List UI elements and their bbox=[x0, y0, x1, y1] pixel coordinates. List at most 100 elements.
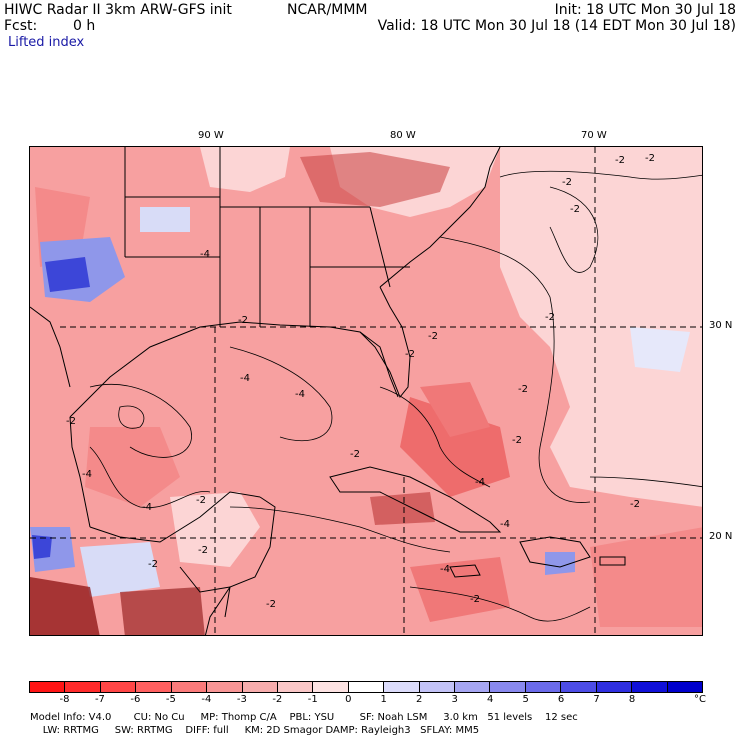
puerto-rico-outline bbox=[599, 556, 626, 566]
colorbar-tick-label: 4 bbox=[486, 694, 494, 705]
field-name: Lifted index bbox=[8, 35, 85, 50]
contour-label-4: -2 bbox=[570, 204, 580, 215]
contour-labels: -2 -2 -2 -2 -2 -2 -2 -2 -2 -2 -2 -2 -2 -… bbox=[66, 153, 655, 610]
lat-label-20n: 20 N bbox=[709, 531, 733, 542]
lon-label-90w: 90 W bbox=[198, 130, 224, 141]
contour-label-15: -2 bbox=[350, 449, 360, 460]
colorbar-tick-label: 2 bbox=[416, 694, 423, 705]
cuba-outline bbox=[329, 466, 502, 533]
colorbar-swatch-16 bbox=[596, 682, 633, 692]
contour-line-2 bbox=[439, 236, 591, 503]
colorbar-tick-label: 6 bbox=[557, 694, 565, 705]
jamaica-outline bbox=[449, 564, 481, 578]
contour-label-3: -2 bbox=[562, 177, 572, 188]
colorbar-swatch-6 bbox=[242, 682, 278, 692]
mexico-gulf-coast bbox=[89, 491, 261, 543]
lon-label-70w: 70 W bbox=[581, 130, 607, 141]
contour-label-21: -4 bbox=[295, 389, 305, 400]
contour-line-1 bbox=[499, 170, 702, 180]
contour-label-16: -2 bbox=[470, 594, 480, 605]
hispaniola-outline bbox=[519, 536, 591, 568]
contour-label-10: -2 bbox=[66, 416, 76, 427]
colorbar-swatch-14 bbox=[525, 682, 562, 692]
us-east-coast bbox=[379, 147, 501, 288]
contour-line-10 bbox=[409, 586, 591, 622]
colorbar-swatch-9 bbox=[348, 682, 385, 692]
colorbar-tick-label: 3 bbox=[451, 694, 458, 705]
contour-label-20: -4 bbox=[142, 502, 152, 513]
colorbar-tick-label: -4 bbox=[201, 694, 212, 705]
colorbar-ticks: -8 -7 -6 -5 -4 -3 -2 -1 0 1 2 3 4 5 6 7 8 bbox=[29, 694, 703, 708]
contour-label-17: -2 bbox=[148, 559, 158, 570]
colorbar-tick-label: -5 bbox=[165, 694, 176, 705]
contour-label-1: -2 bbox=[615, 155, 625, 166]
contour-label-23: -4 bbox=[440, 564, 450, 575]
contours bbox=[89, 170, 702, 622]
field-blue-midwest bbox=[140, 207, 190, 232]
field-deep-caribbean-south bbox=[410, 557, 510, 622]
us-mexico-border bbox=[30, 306, 71, 388]
contour-label-25: -4 bbox=[82, 469, 92, 480]
contour-line-9 bbox=[229, 506, 451, 553]
contour-label-26: -4 bbox=[200, 249, 210, 260]
colorbar-swatch-10 bbox=[384, 682, 420, 692]
map-title: HIWC Radar II 3km ARW-GFS init bbox=[4, 2, 232, 18]
colorbar-swatch-0 bbox=[30, 682, 66, 692]
yucatan-coast bbox=[204, 496, 276, 635]
lat-label-30n: 30 N bbox=[709, 320, 733, 331]
colorbar-tick-label: 8 bbox=[628, 694, 636, 705]
colorbar-tick-label: 1 bbox=[380, 694, 387, 705]
florida-peninsula bbox=[359, 286, 411, 398]
organization-label: NCAR/MMM bbox=[287, 2, 368, 18]
contour-line-7 bbox=[229, 346, 333, 441]
lifted-index-map: -2 -2 -2 -2 -2 -2 -2 -2 -2 -2 -2 -2 -2 -… bbox=[29, 146, 703, 636]
contour-label-8: -2 bbox=[428, 331, 438, 342]
colorbar-swatch-5 bbox=[207, 682, 243, 692]
field-blue-hispaniola bbox=[545, 552, 575, 575]
colorbar-tick-label: -2 bbox=[272, 694, 283, 705]
contour-label-9: -2 bbox=[405, 349, 415, 360]
contour-label-13: -2 bbox=[198, 545, 208, 556]
valid-time: Valid: 18 UTC Mon 30 Jul 18 (14 EDT Mon … bbox=[377, 18, 736, 34]
contour-line-4 bbox=[589, 476, 702, 488]
colorbar bbox=[29, 681, 703, 693]
contour-label-11: -2 bbox=[238, 315, 248, 326]
contour-label-6: -2 bbox=[518, 384, 528, 395]
colorbar-swatch-13 bbox=[490, 682, 526, 692]
colorbar-tick-label: -1 bbox=[307, 694, 318, 705]
contour-line-5 bbox=[89, 384, 192, 458]
colorbar-tick-label: -7 bbox=[94, 694, 105, 705]
contour-line-6 bbox=[118, 405, 145, 429]
colorbar-tick-label: 0 bbox=[345, 694, 352, 705]
colorbar-tick-label: -8 bbox=[59, 694, 70, 705]
colorbar-tick-label: -3 bbox=[236, 694, 247, 705]
colorbar-tick-label: 5 bbox=[522, 694, 529, 705]
contour-label-7: -2 bbox=[512, 435, 522, 446]
field-blue-atlantic-east bbox=[630, 327, 690, 372]
field-dark-mexico-south bbox=[30, 577, 100, 635]
model-info-line-2: LW: RRTMG SW: RRTMG DIFF: full KM: 2D Sm… bbox=[30, 725, 480, 736]
state-border-1 bbox=[124, 147, 410, 327]
forecast-hour: 0 h bbox=[73, 18, 96, 34]
colorbar-swatch-4 bbox=[171, 682, 208, 692]
colorbar-unit: °C bbox=[694, 694, 706, 705]
colorbar-swatch-12 bbox=[455, 682, 491, 692]
contour-label-5: -2 bbox=[545, 312, 555, 323]
lon-label-80w: 80 W bbox=[390, 130, 416, 141]
field-blue-mexico-core bbox=[32, 535, 52, 559]
colorbar-tick-label: -6 bbox=[130, 694, 141, 705]
colorbar-swatch-11 bbox=[419, 682, 456, 692]
contour-line-8 bbox=[89, 446, 211, 509]
field-blue-central-america bbox=[80, 542, 160, 597]
field-deep-bahamas bbox=[420, 382, 490, 437]
coastlines bbox=[30, 147, 626, 635]
field-dark-caribbean-north bbox=[370, 492, 435, 525]
colorbar-swatch-7 bbox=[277, 682, 314, 692]
contour-label-12: -2 bbox=[196, 495, 206, 506]
colorbar-swatch-1 bbox=[65, 682, 101, 692]
field-light-midwest bbox=[200, 147, 290, 192]
contour-line-11 bbox=[379, 386, 491, 488]
forecast-label: Fcst: bbox=[4, 18, 38, 34]
colorbar-tick-label: 7 bbox=[593, 694, 600, 705]
contour-label-14: -2 bbox=[266, 599, 276, 610]
